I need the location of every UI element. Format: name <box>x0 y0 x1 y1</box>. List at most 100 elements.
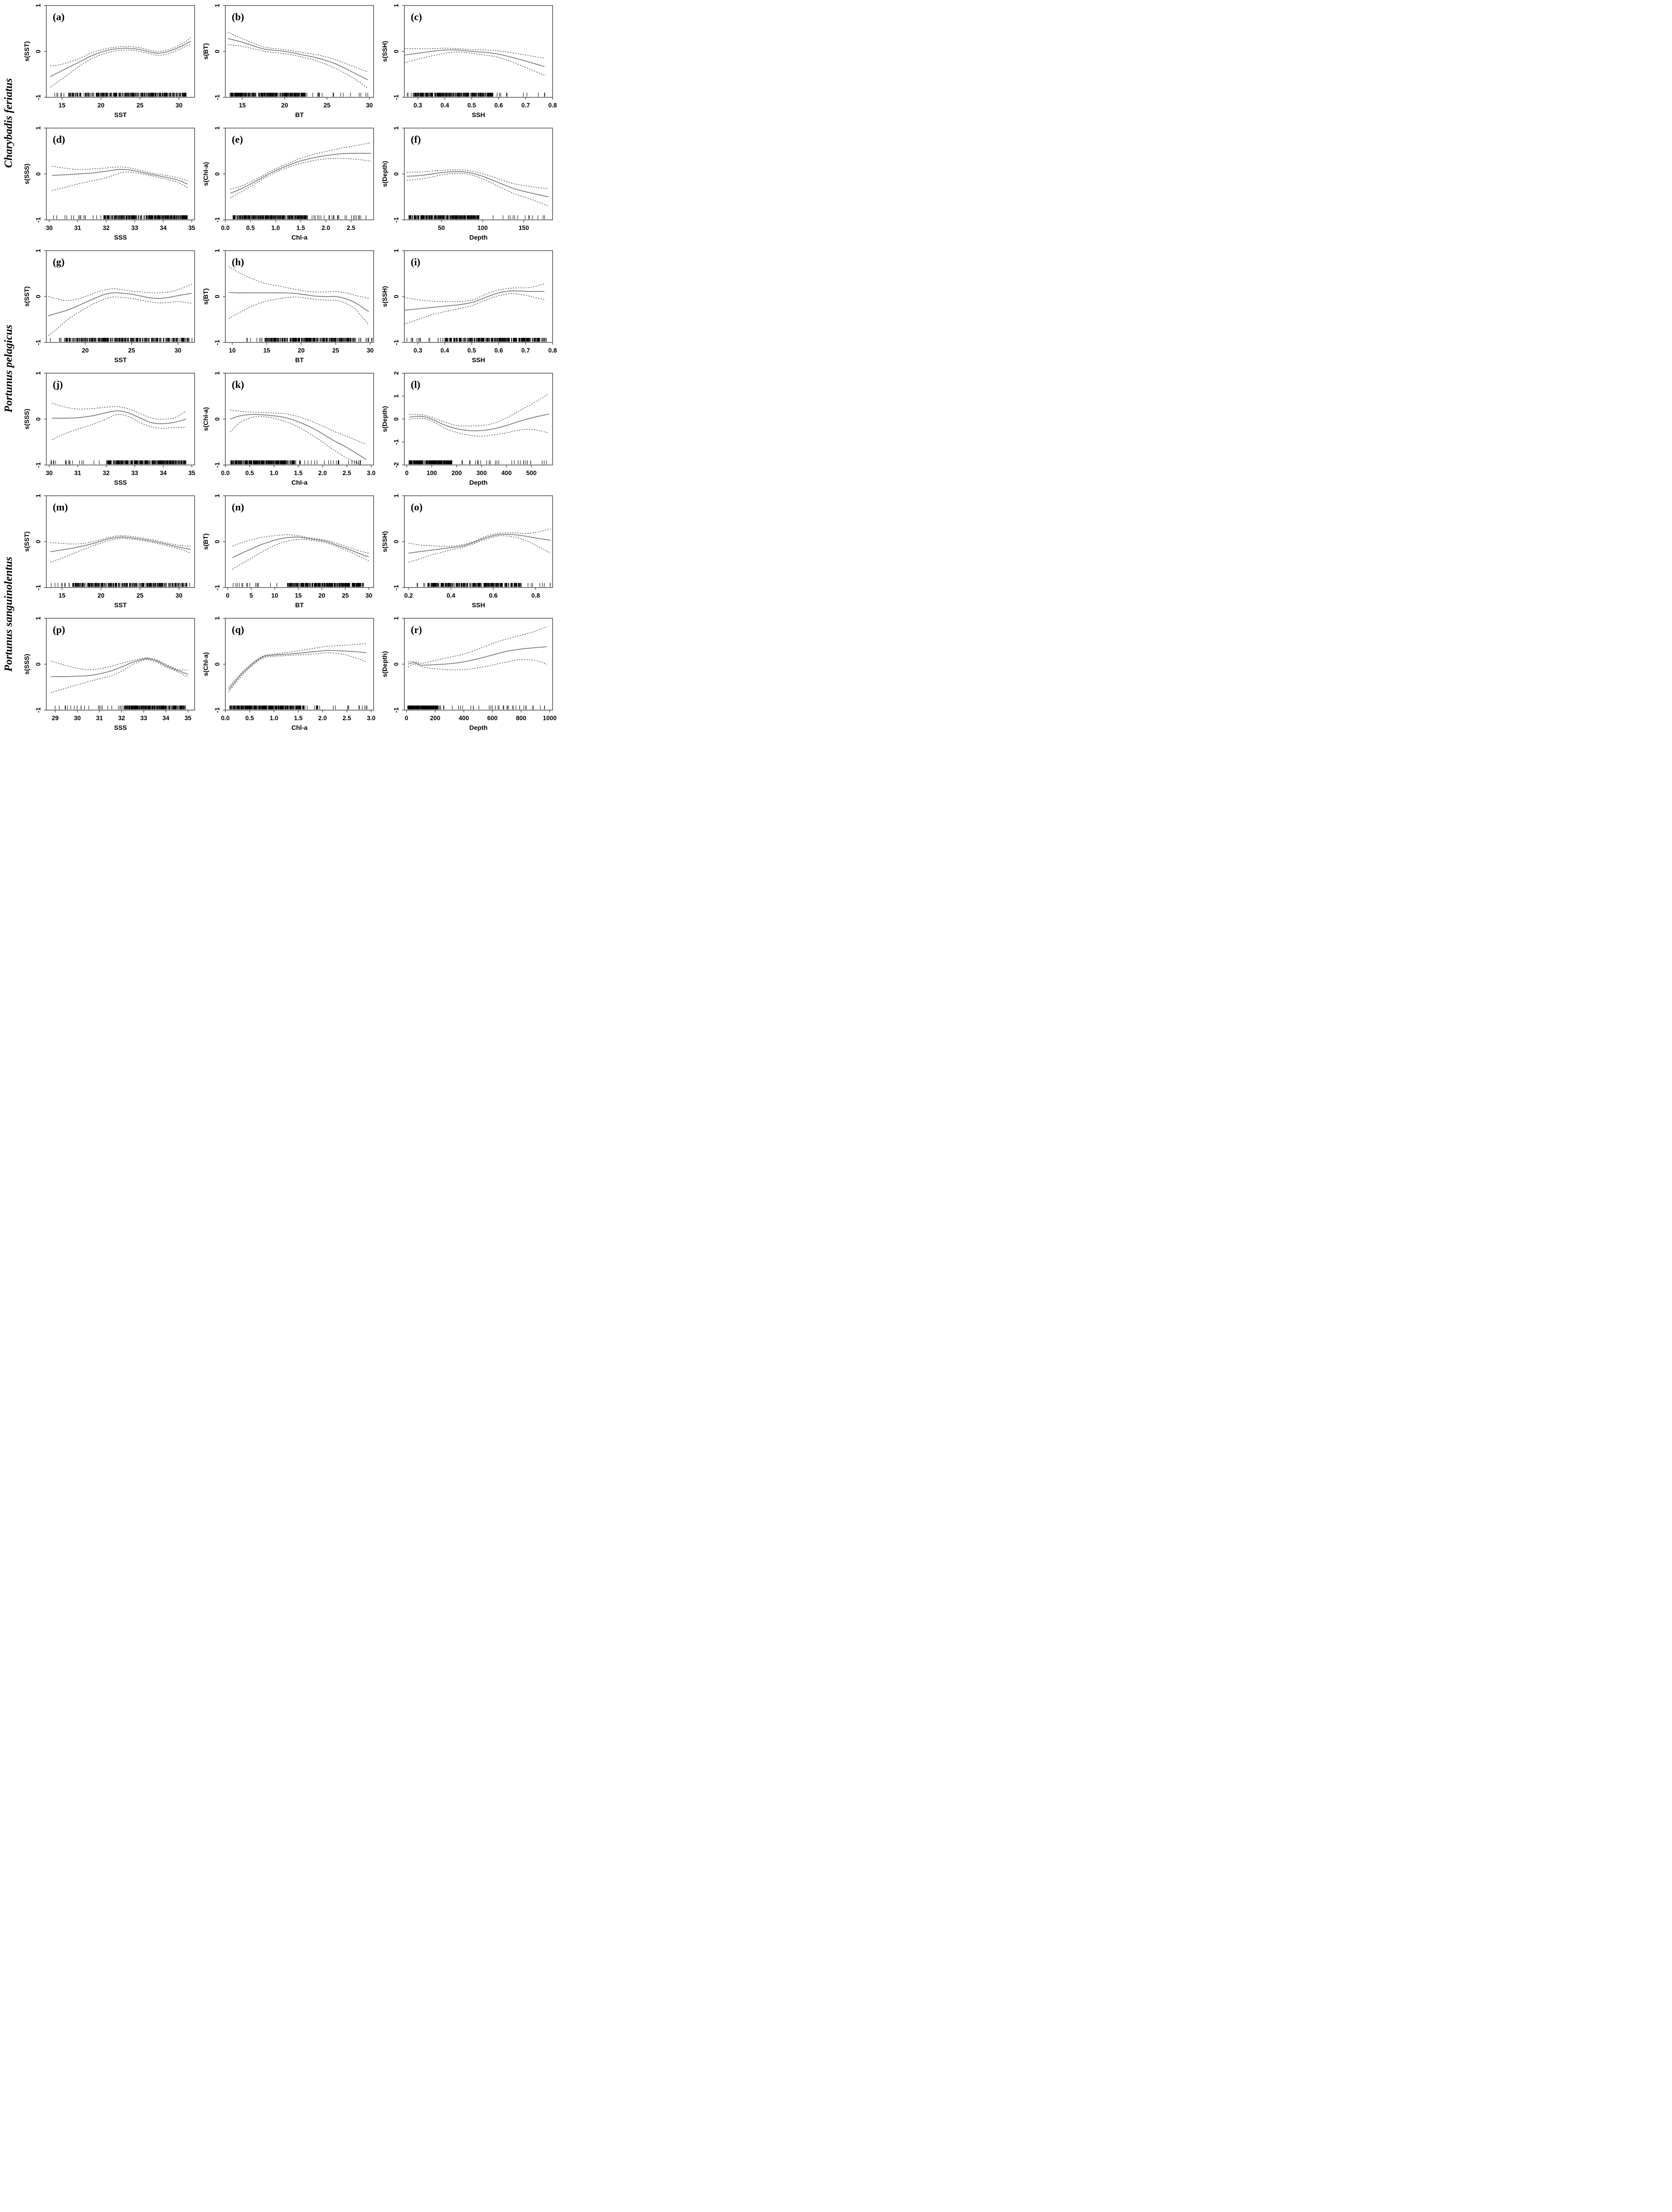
x-tick-label: 500 <box>526 470 537 476</box>
x-tick-label: 15 <box>58 102 66 109</box>
panel-f: 50 100 150 -1 0 1 Depth s(Depth) (f) <box>378 123 557 245</box>
panel-svg-e: 0.0 0.5 1.0 1.5 2.0 2.5 -1 0 1 Chl-a s(Chl-a) (e) <box>202 126 374 241</box>
x-tick-label: 35 <box>188 224 196 231</box>
rug-ticks <box>50 460 186 465</box>
x-tick-label: 1.5 <box>294 715 302 722</box>
panel-letter: (q) <box>232 624 244 635</box>
y-tick-label: -1 <box>393 707 400 713</box>
panel-h: 10 15 20 25 30 -1 0 1 BT s(BT) (h) <box>199 245 378 368</box>
y-tick-label: -1 <box>214 95 221 100</box>
y-tick-label: 0 <box>214 295 221 298</box>
y-tick-label: 1 <box>214 494 221 498</box>
panel-letter: (c) <box>411 11 422 22</box>
rug-ticks <box>230 460 361 465</box>
x-tick-label: 2.0 <box>318 470 327 476</box>
x-tick-label: 30 <box>366 102 373 109</box>
plot-box <box>404 128 553 220</box>
x-tick-label: 0.5 <box>246 224 255 231</box>
x-tick-label: 0.0 <box>221 470 230 476</box>
rug-ticks <box>229 706 368 710</box>
x-tick-label: 0 <box>405 715 408 722</box>
x-tick-label: 10 <box>271 592 278 599</box>
ci-lower-line <box>232 539 369 570</box>
plot-box <box>404 5 553 98</box>
x-tick-label: 20 <box>319 592 325 599</box>
x-tick-label: 0.5 <box>467 347 476 354</box>
panel-g: 20 25 30 -1 0 1 SST s(SST) (g) <box>20 245 199 368</box>
ci-lower-line <box>50 44 191 88</box>
panel-svg-p: 29 30 31 32 33 34 35 -1 0 1 SSS s(SSS) (p) <box>23 616 195 731</box>
y-axis-label: s(Depth) <box>381 651 388 678</box>
y-axis-label: s(SST) <box>23 532 30 552</box>
ci-lower-line <box>50 659 188 693</box>
ci-lower-line <box>408 535 551 563</box>
ci-lower-line <box>407 173 549 207</box>
smooth-line <box>228 38 368 80</box>
x-tick-label: 0.5 <box>246 470 254 476</box>
x-tick-label: 31 <box>96 715 103 722</box>
x-tick-label: 100 <box>426 470 437 476</box>
plot-box <box>225 618 374 711</box>
panel-letter: (j) <box>53 379 63 390</box>
panel-r: 0 200 400 600 800 1000 -1 0 1 Depth s(Depth) (r) <box>378 613 557 735</box>
panel-letter: (o) <box>411 501 423 513</box>
y-axis-label: s(BT) <box>202 43 209 60</box>
y-tick-label: 1 <box>35 371 42 375</box>
x-tick-label: 30 <box>174 347 181 354</box>
plot-box <box>225 495 374 588</box>
x-tick-label: 2.5 <box>347 224 355 231</box>
ci-lower-line <box>404 293 545 325</box>
y-tick-label: 0 <box>35 540 42 543</box>
x-tick-label: 1.0 <box>270 715 279 722</box>
y-axis-label: s(SSH) <box>381 286 388 307</box>
x-tick-label: 25 <box>136 102 144 109</box>
x-tick-label: 1000 <box>543 715 557 722</box>
panel-svg-n: 0 5 10 15 20 25 30 -1 0 1 BT s(BT) (n) <box>202 494 374 609</box>
panel-l: 0 100 200 300 400 500 -2 -1 0 1 2 Depth s(Depth) (l) <box>378 368 557 490</box>
panel-e: 0.0 0.5 1.0 1.5 2.0 2.5 -1 0 1 Chl-a s(Chl-a) (e) <box>199 123 378 245</box>
smooth-line <box>50 658 188 677</box>
ci-lower-line <box>229 297 369 325</box>
rug-ticks <box>233 215 366 219</box>
x-axis-label: SSH <box>472 601 485 609</box>
x-tick-label: 0.6 <box>494 347 503 354</box>
x-axis-label: SST <box>114 601 127 609</box>
x-tick-label: 0.2 <box>404 592 413 599</box>
panel-letter: (d) <box>53 134 65 145</box>
x-axis-label: BT <box>295 111 304 118</box>
x-tick-label: 3.0 <box>367 715 375 722</box>
rug-ticks <box>54 93 187 97</box>
x-tick-label: 35 <box>185 715 192 722</box>
plot-box <box>404 618 553 711</box>
x-axis-label: BT <box>295 356 304 364</box>
x-tick-label: 400 <box>459 715 469 722</box>
x-tick-label: 0.8 <box>548 102 557 109</box>
panel-svg-q: 0.0 0.5 1.0 1.5 2.0 2.5 3.0 -1 0 1 Chl-a s(Chl-a) (q… <box>202 616 375 731</box>
x-tick-label: 0.5 <box>467 102 476 109</box>
smooth-line <box>407 171 549 197</box>
y-tick-label: 0 <box>214 662 221 666</box>
plot-box <box>46 128 195 220</box>
panel-letter: (l) <box>411 379 420 390</box>
x-tick-label: 800 <box>516 715 526 722</box>
ci-lower-line <box>230 158 371 198</box>
x-tick-label: 0.4 <box>447 592 455 599</box>
y-axis-label: s(SST) <box>23 286 30 307</box>
rug-ticks <box>53 215 188 219</box>
species-label-charybadis-feriatus: Charybadis feriatus <box>3 78 15 168</box>
panel-letter: (h) <box>232 256 244 268</box>
x-tick-label: 34 <box>160 224 167 231</box>
x-tick-label: 29 <box>52 715 59 722</box>
smooth-line <box>229 292 369 312</box>
x-tick-label: 20 <box>281 102 288 109</box>
x-tick-label: 5 <box>250 592 253 599</box>
y-axis-label: s(Depth) <box>381 161 388 187</box>
ci-upper-line <box>408 626 547 664</box>
x-tick-label: 1.0 <box>270 470 279 476</box>
panel-letter: (b) <box>232 11 244 22</box>
smooth-line <box>230 414 367 460</box>
y-tick-label: -1 <box>214 707 221 713</box>
panel-svg-j: 30 31 32 33 34 35 -1 0 1 SSS s(SSS) (j) <box>23 371 196 486</box>
x-axis-label: SST <box>114 111 127 118</box>
smooth-line <box>50 41 191 77</box>
